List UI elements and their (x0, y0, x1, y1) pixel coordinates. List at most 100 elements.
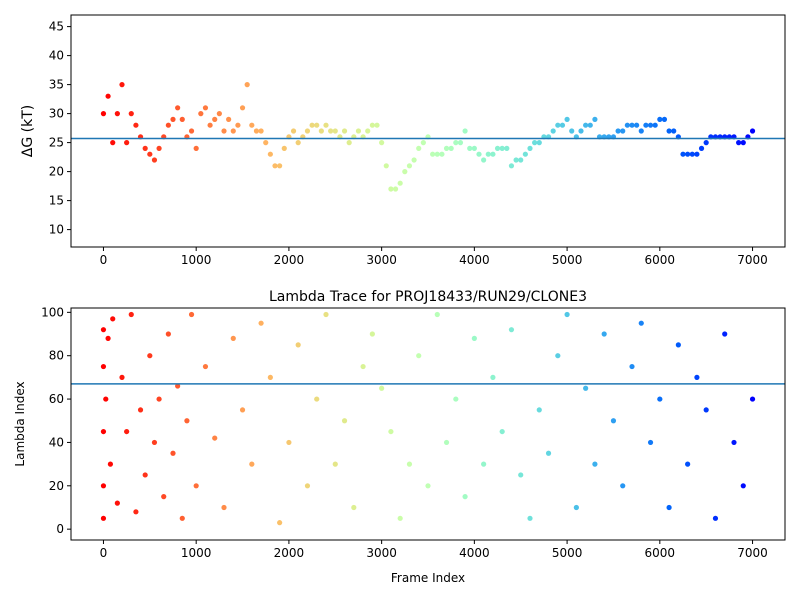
data-point (253, 128, 260, 134)
data-point (397, 515, 403, 521)
x-tick-label: 1000 (181, 253, 212, 267)
data-point (647, 122, 654, 128)
data-point (100, 327, 107, 333)
data-point (657, 396, 663, 402)
y-tick-label: 10 (49, 223, 64, 237)
y-tick-label: 20 (49, 165, 64, 179)
y-tick-label: 20 (49, 479, 64, 493)
y-tick-label: 15 (49, 194, 64, 208)
data-point (740, 140, 746, 146)
data-point (559, 122, 566, 128)
data-point (188, 128, 195, 134)
data-point (230, 128, 236, 134)
y-tick-label: 30 (49, 107, 64, 121)
data-point (267, 374, 273, 380)
data-point (147, 151, 153, 157)
data-point (592, 116, 598, 122)
data-point (620, 128, 626, 134)
data-point (267, 151, 273, 157)
data-point (119, 374, 125, 380)
data-point (749, 396, 756, 402)
data-point (304, 483, 311, 489)
data-point (555, 353, 561, 359)
data-point (508, 327, 515, 333)
y-tick-label: 40 (49, 435, 64, 449)
data-point (156, 145, 162, 151)
data-point (188, 311, 195, 318)
plot-frame (70, 307, 786, 541)
delta-g-panel: 0 1000 2000 3000 4000 5000 6000 7000 10 15 20 25 30 3… (20, 14, 786, 267)
data-point (114, 111, 120, 117)
y-tick-label: 60 (49, 392, 64, 406)
data-point (341, 418, 348, 424)
y-axis-label: ΔG (kT) (20, 105, 36, 157)
data-point (569, 128, 575, 134)
data-point (490, 374, 496, 380)
data-point (467, 145, 473, 151)
data-point (314, 396, 320, 402)
data-point (518, 472, 524, 478)
data-point (481, 461, 487, 467)
data-point (476, 151, 482, 157)
data-point (675, 342, 681, 348)
data-point (416, 353, 422, 359)
data-point (290, 128, 297, 134)
data-point (694, 151, 700, 157)
data-point (383, 163, 389, 169)
data-point (277, 520, 283, 526)
y-tick-label: 0 (56, 522, 64, 536)
data-point (453, 140, 459, 146)
data-point (323, 122, 329, 128)
data-point (392, 186, 399, 192)
data-point (346, 140, 352, 146)
data-point (100, 363, 107, 370)
data-point (434, 311, 440, 318)
data-point (202, 363, 209, 370)
data-point (471, 145, 477, 151)
data-point (258, 128, 264, 134)
data-point (281, 145, 287, 151)
x-tick-label: 2000 (274, 546, 305, 560)
data-point (397, 180, 403, 186)
data-point (184, 418, 190, 424)
data-point (103, 396, 109, 402)
data-point (698, 145, 705, 151)
data-point (193, 483, 199, 489)
data-point (105, 93, 111, 99)
data-point (564, 116, 570, 122)
data-point (100, 483, 107, 489)
data-point (555, 122, 561, 128)
data-point (666, 504, 672, 511)
y-tick-label: 100 (41, 305, 64, 319)
chart-title: Lambda Trace for PROJ18433/RUN29/CLONE3 (269, 289, 587, 305)
data-point (193, 145, 199, 151)
data-point (309, 122, 315, 128)
data-point (564, 311, 570, 318)
data-point (295, 140, 301, 146)
data-point (142, 472, 148, 478)
x-tick-label: 7000 (737, 253, 768, 267)
data-point (110, 316, 116, 322)
data-point (272, 163, 278, 169)
data-point (430, 151, 436, 157)
x-tick-label: 0 (100, 546, 108, 560)
data-point (689, 151, 695, 157)
data-point (462, 494, 468, 500)
data-point (365, 128, 371, 134)
data-point (499, 145, 505, 151)
data-point (499, 428, 505, 435)
data-point (151, 157, 158, 163)
data-point (133, 122, 139, 128)
data-point (448, 145, 454, 151)
data-point (638, 128, 644, 134)
data-point (587, 122, 593, 128)
data-point (592, 461, 598, 467)
data-point (165, 122, 171, 128)
data-point (249, 461, 255, 467)
data-point (151, 439, 158, 446)
data-point (369, 122, 375, 128)
data-point (471, 335, 477, 341)
data-point (221, 504, 227, 511)
y-tick-label: 25 (49, 136, 64, 150)
